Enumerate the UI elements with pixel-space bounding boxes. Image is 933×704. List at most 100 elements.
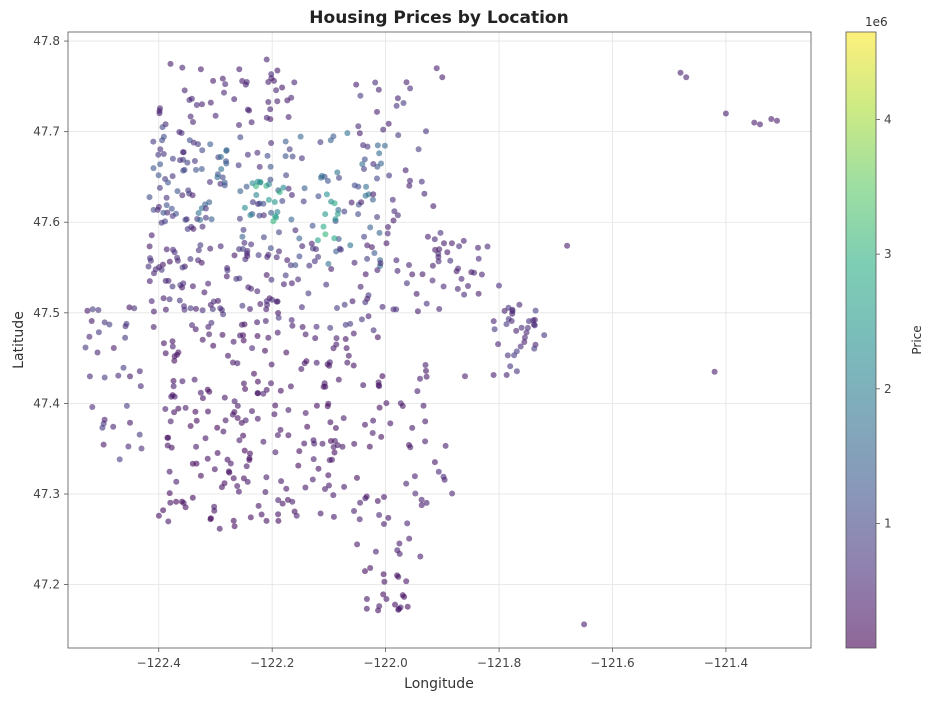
scatter-point — [435, 254, 442, 261]
scatter-point — [302, 331, 309, 338]
scatter-point — [254, 178, 261, 185]
scatter-point — [180, 500, 187, 506]
scatter-point — [381, 494, 387, 500]
scatter-point — [275, 314, 282, 321]
scatter-point — [169, 283, 176, 290]
scatter-point — [239, 233, 246, 240]
scatter-point — [197, 242, 204, 249]
scatter-point — [478, 271, 485, 278]
scatter-point — [507, 363, 514, 370]
scatter-point — [265, 334, 272, 341]
scatter-point — [314, 237, 321, 244]
scatter-point — [302, 410, 309, 416]
scatter-point — [319, 440, 326, 447]
scatter-point — [237, 188, 244, 195]
scatter-point — [199, 395, 206, 402]
scatter-point — [288, 216, 295, 223]
scatter-point — [214, 424, 221, 431]
scatter-point — [285, 432, 292, 439]
scatter-point — [355, 123, 362, 130]
scatter-point — [288, 317, 295, 323]
scatter-point — [363, 596, 370, 602]
x-tick-label: −121.6 — [590, 656, 634, 670]
scatter-point — [282, 272, 289, 279]
scatter-point — [126, 304, 133, 311]
x-axis-ticks: −122.4 −122.2 −122.0 −121.8 −121.6 −121.4 — [137, 648, 748, 670]
scatter-point — [285, 185, 292, 192]
scatter-point — [403, 79, 410, 86]
scatter-point — [440, 283, 447, 290]
scatter-point — [351, 508, 357, 514]
scatter-point — [289, 153, 296, 160]
scatter-point — [364, 242, 371, 249]
scatter-point — [282, 138, 289, 145]
scatter-point — [263, 272, 270, 278]
scatter-point — [296, 235, 303, 242]
scatter-point — [152, 266, 159, 273]
scatter-point — [414, 388, 421, 395]
scatter-point — [184, 226, 191, 232]
scatter-point — [353, 81, 360, 88]
scatter-point — [384, 230, 391, 237]
scatter-point — [378, 433, 385, 440]
scatter-point — [246, 107, 253, 114]
scatter-point — [403, 578, 410, 585]
scatter-point — [310, 437, 317, 444]
scatter-point — [374, 214, 381, 220]
scatter-point — [275, 511, 282, 518]
scatter-point — [262, 489, 269, 495]
colorbar: 1 2 3 4 1e6 Price — [845, 15, 924, 649]
scatter-point — [166, 296, 173, 303]
scatter-point — [364, 255, 371, 262]
scatter-point — [461, 291, 468, 298]
scatter-point — [217, 153, 224, 160]
scatter-point — [167, 499, 174, 506]
scatter-point — [491, 326, 498, 333]
scatter-point — [89, 404, 96, 410]
scatter-point — [166, 258, 173, 265]
scatter-point — [174, 188, 181, 195]
scatter-point — [421, 190, 428, 197]
scatter-point — [165, 518, 172, 525]
scatter-point — [169, 338, 176, 345]
scatter-point — [224, 267, 231, 274]
scatter-point — [518, 324, 525, 331]
scatter-point — [279, 500, 286, 507]
scatter-point — [262, 318, 269, 324]
scatter-point — [162, 406, 169, 412]
scatter-point — [363, 183, 370, 190]
scatter-point — [313, 402, 320, 409]
scatter-point — [189, 322, 195, 329]
scatter-point — [531, 345, 538, 352]
scatter-point — [247, 450, 253, 457]
scatter-point — [366, 443, 373, 450]
scatter-point — [236, 122, 242, 128]
scatter-point — [179, 378, 186, 385]
scatter-point — [475, 290, 482, 297]
scatter-point — [159, 261, 166, 268]
scatter-point — [197, 472, 204, 479]
scatter-point — [275, 310, 282, 316]
scatter-point — [137, 383, 144, 390]
scatter-point — [423, 373, 430, 380]
scatter-point — [230, 475, 237, 482]
scatter-point — [207, 99, 214, 106]
scatter-point — [211, 466, 218, 473]
scatter-point — [376, 512, 383, 518]
scatter-point — [332, 216, 339, 223]
scatter-point — [254, 390, 261, 397]
scatter-point — [386, 172, 393, 179]
scatter-point — [315, 193, 322, 200]
y-tick-label: 47.4 — [33, 396, 60, 410]
scatter-point — [271, 77, 277, 84]
scatter-point — [234, 483, 241, 489]
scatter-point — [521, 334, 528, 341]
scatter-point — [279, 198, 286, 204]
scatter-point — [205, 280, 212, 287]
scatter-point — [199, 223, 206, 230]
scatter-point — [138, 445, 145, 452]
scatter-point — [374, 267, 381, 274]
scatter-point — [279, 84, 286, 91]
scatter-point — [256, 212, 263, 219]
scatter-point — [110, 423, 117, 430]
